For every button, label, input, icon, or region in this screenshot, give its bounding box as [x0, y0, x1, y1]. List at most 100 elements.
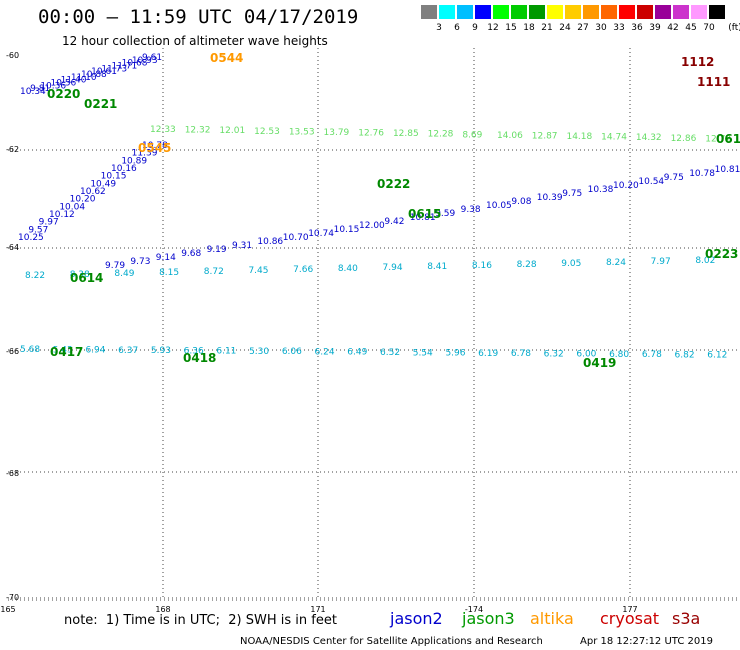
- swh-value: 9.19: [207, 245, 227, 255]
- swh-value: 10.62: [80, 187, 106, 197]
- swh-value: 10.36: [40, 81, 66, 91]
- swh-value: 10.61: [91, 67, 117, 77]
- swh-value: 9.81: [30, 84, 50, 94]
- swh-value: 10.68: [122, 59, 148, 69]
- swh-value: 8.16: [472, 261, 492, 271]
- swh-value: 8.40: [338, 264, 358, 274]
- swh-value: 8.49: [114, 269, 134, 279]
- lon-label: 177: [622, 605, 637, 614]
- swh-value: 11.71: [112, 62, 138, 72]
- scale-label: 12: [487, 23, 499, 33]
- swh-value: 9.97: [39, 218, 59, 228]
- time-tag: 1112: [681, 55, 714, 69]
- swh-value: 12.85: [393, 129, 419, 139]
- swh-value: 10.05: [486, 201, 512, 211]
- scale-label: 9: [472, 23, 478, 33]
- scale-swatch: [601, 5, 617, 19]
- swh-value: 6.19: [478, 349, 498, 359]
- scale-label: 39: [649, 23, 661, 33]
- swh-value: 6.12: [707, 351, 727, 361]
- swh-value: 10.12: [49, 210, 75, 220]
- swh-value: 10.34: [20, 87, 46, 97]
- swh-value: 12.01: [219, 126, 245, 136]
- swh-value: 8.72: [204, 267, 224, 277]
- scale-swatch: [655, 5, 671, 19]
- swh-value: 14.06: [497, 131, 523, 141]
- swh-value: 6.37: [118, 346, 138, 356]
- swh-value: 12.33: [150, 125, 176, 135]
- swh-value: 6.78: [642, 350, 662, 360]
- scale-swatch: [565, 5, 581, 19]
- swh-value: 10.81: [410, 213, 436, 223]
- swh-value: 13.79: [324, 128, 350, 138]
- legend-item-jason2: jason2: [390, 609, 443, 628]
- scale-swatch: [691, 5, 707, 19]
- legend-item-jason3: jason3: [462, 609, 515, 628]
- swh-value: 11.39: [132, 149, 158, 159]
- swh-value: 5.54: [413, 348, 433, 358]
- scale-label: 27: [577, 23, 589, 33]
- scale-label: 33: [613, 23, 625, 33]
- swh-value: 12.28: [428, 130, 454, 140]
- time-tag: 0615: [408, 207, 441, 221]
- swh-value: 6.11: [216, 347, 236, 357]
- swh-value: 7.97: [651, 257, 671, 267]
- swh-value: 11.73: [101, 64, 127, 74]
- swh-value: 9.31: [232, 241, 252, 251]
- swh-value: 5.43: [53, 345, 73, 355]
- lat-label: -66: [6, 347, 19, 356]
- scale-label: 36: [631, 23, 643, 33]
- scale-label: 15: [505, 23, 517, 33]
- scale-label: 18: [523, 23, 535, 33]
- time-tag: 0221: [84, 97, 117, 111]
- swh-value: 10.25: [18, 233, 44, 243]
- scale-swatch: [637, 5, 653, 19]
- lat-label: -70: [6, 593, 19, 602]
- swh-value: 12.86: [671, 134, 697, 144]
- swh-value: 10.88: [81, 70, 107, 80]
- lon-label: -174: [465, 605, 483, 614]
- scale-label: 70: [703, 23, 715, 33]
- swh-value: 8.38: [70, 270, 90, 280]
- scale-unit: (ft): [728, 23, 740, 33]
- credit-text: NOAA/NESDIS Center for Satellite Applica…: [240, 636, 543, 647]
- swh-value: 5.68: [20, 345, 40, 355]
- swh-value: 9.73: [130, 257, 150, 267]
- footer-note: note: 1) Time is in UTC; 2) SWH is in fe…: [64, 613, 337, 628]
- swh-value: 8.02: [695, 256, 715, 266]
- swh-value: 10.39: [537, 193, 563, 203]
- time-tag: 0614: [70, 271, 103, 285]
- swh-value: 14.32: [636, 133, 662, 143]
- legend-item-altika: altika: [530, 609, 574, 628]
- legend-item-s3a: s3a: [672, 609, 701, 628]
- scale-swatch: [511, 5, 527, 19]
- swh-value: 12.72: [705, 134, 731, 144]
- swh-value: 8.15: [159, 268, 179, 278]
- swh-value: 14.74: [601, 133, 627, 143]
- swh-value: 9.14: [156, 253, 176, 263]
- swh-value: 9.75: [664, 173, 684, 183]
- lat-label: -60: [6, 51, 19, 60]
- swh-value: 6.32: [544, 349, 564, 359]
- swh-value: 6.94: [85, 346, 105, 356]
- swh-value: 10.78: [689, 169, 715, 179]
- scale-label: 24: [559, 23, 571, 33]
- scale-label: 30: [595, 23, 607, 33]
- swh-value: 9.05: [561, 259, 581, 269]
- time-tag: 061: [716, 132, 740, 146]
- swh-value: 6.52: [380, 348, 400, 358]
- time-tag: 0545: [138, 141, 171, 155]
- timestamp-text: Apr 18 12:27:12 UTC 2019: [580, 636, 713, 647]
- swh-value: 8.24: [606, 258, 626, 268]
- swh-value: 6.80: [609, 350, 629, 360]
- swh-value: 6.24: [315, 347, 335, 357]
- swh-value: 6.49: [347, 348, 367, 358]
- scale-swatch: [547, 5, 563, 19]
- swh-value: 9.08: [511, 197, 531, 207]
- time-tag: 0222: [377, 177, 410, 191]
- swh-value: 9.68: [181, 249, 201, 259]
- swh-value: 5.93: [151, 346, 171, 356]
- lat-label: -64: [6, 243, 19, 252]
- swh-value: 10.38: [588, 185, 614, 195]
- swh-value: 9.79: [105, 261, 125, 271]
